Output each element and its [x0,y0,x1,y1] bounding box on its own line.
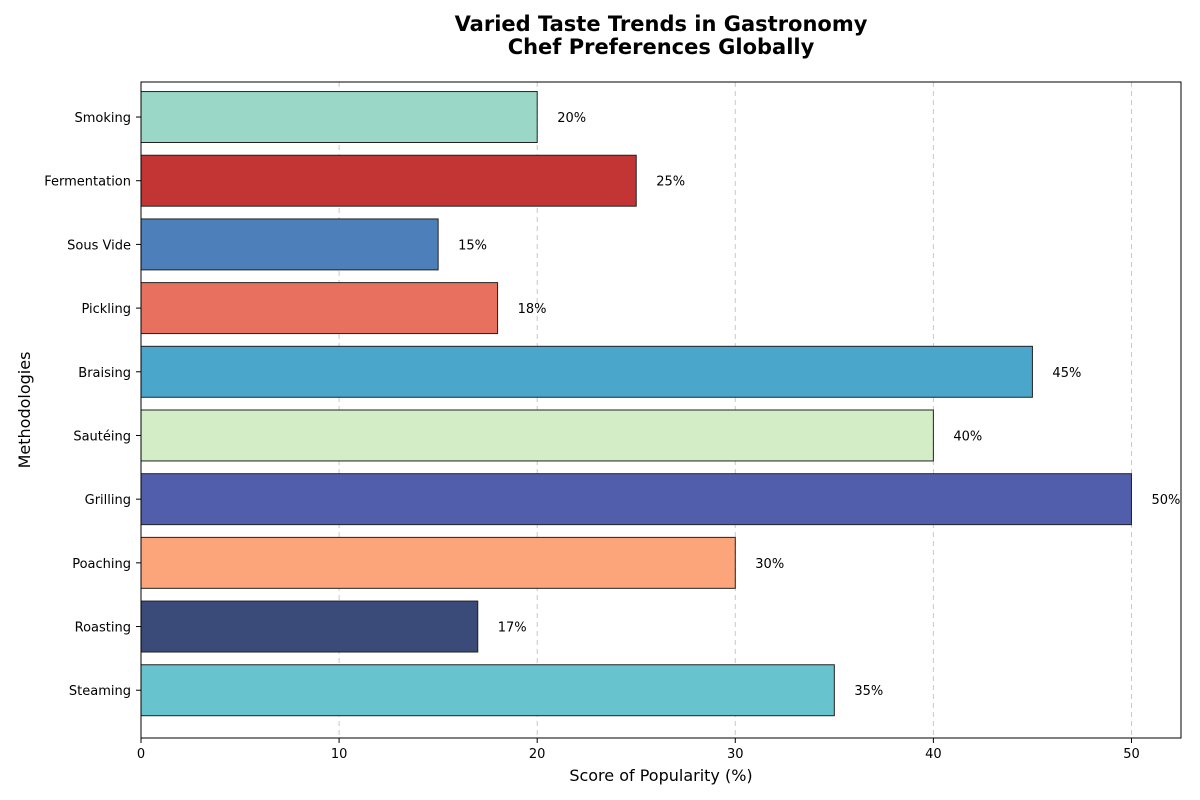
y-tick-label: Fermentation [44,175,131,190]
y-tick-label: Roasting [75,621,131,636]
bar-roasting [140,600,479,653]
value-label: 20% [557,111,586,126]
chart-title-line-2: Chef Preferences Globally [508,35,815,59]
y-tick-label: Sautéing [73,429,131,444]
x-tick-label: 20 [529,747,546,762]
value-label: 25% [656,175,685,190]
value-label: 18% [518,302,547,317]
value-label: 15% [458,238,487,253]
y-axis-label: Methodologies [15,352,34,469]
x-tick-label: 10 [331,747,348,762]
bar-sous-vide [140,218,439,271]
bar-fermentation [140,154,637,207]
bar-steaming [140,664,835,717]
x-axis-label: Score of Popularity (%) [569,766,752,785]
y-tick-label: Smoking [74,111,131,126]
value-labels: 35% 17% 30% 50% 40% 45% 18% 15% 25% 20% [458,111,1180,699]
value-label: 45% [1052,366,1081,381]
chart-title-line-1: Varied Taste Trends in Gastronomy [455,12,868,36]
value-label: 40% [953,429,982,444]
y-tick-label: Braising [78,366,131,381]
bar-grilling [140,473,1132,526]
bar-braising [140,345,1033,398]
bar-smoking [140,91,538,144]
x-tick-label: 40 [925,747,942,762]
value-label: 17% [498,621,527,636]
bar-saut-ing [140,409,934,462]
y-tick-label: Poaching [72,557,131,572]
y-tick-label: Sous Vide [67,238,131,253]
x-tick-label: 30 [727,747,744,762]
y-tick-label: Pickling [81,302,131,317]
y-tick-label: Grilling [85,493,131,508]
x-tick-label: 0 [137,747,145,762]
plot-frame [140,81,1182,739]
x-tick-label: 50 [1123,747,1140,762]
x-axis-ticks: 0 10 20 30 40 50 [137,738,1140,762]
bars [140,91,1132,717]
value-label: 35% [854,684,883,699]
chart-title: Varied Taste Trends in Gastronomy Chef P… [455,12,868,59]
value-label: 30% [755,557,784,572]
bar-poaching [140,536,736,589]
value-label: 50% [1151,493,1180,508]
bar-pickling [140,282,499,335]
y-tick-label: Steaming [69,684,131,699]
y-axis-ticks: Steaming Roasting Poaching Grilling Sautéing… [44,111,141,699]
